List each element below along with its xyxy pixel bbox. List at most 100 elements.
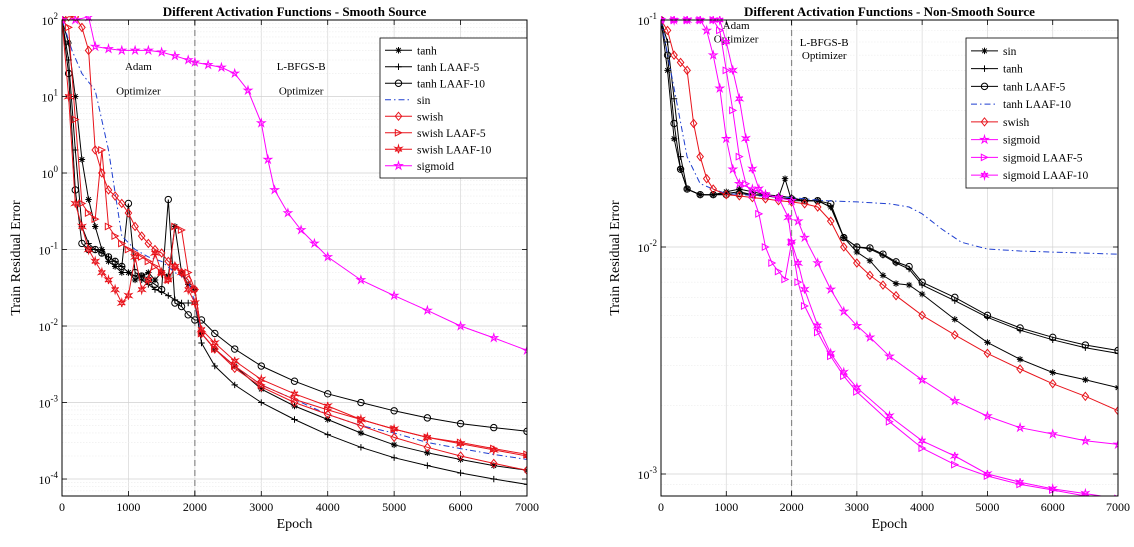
data-point-marker <box>683 16 693 25</box>
x-tick-label: 5000 <box>382 500 406 514</box>
legend-item: tanh LAAF-10 <box>385 78 485 90</box>
data-point-marker <box>840 233 848 242</box>
annotation-text: Adam <box>125 61 152 73</box>
data-point-marker <box>103 274 114 285</box>
data-point-marker <box>488 332 500 343</box>
data-point-marker <box>1048 378 1057 389</box>
data-point-marker <box>390 441 398 449</box>
data-point-marker <box>670 50 678 60</box>
data-point-marker <box>918 444 927 453</box>
data-point-marker <box>722 66 731 75</box>
annotation-text: Optimizer <box>279 85 324 97</box>
y-tick-base: 10 <box>39 397 51 411</box>
data-point-marker <box>104 253 113 261</box>
data-point-marker <box>421 304 433 316</box>
series-group <box>62 16 527 488</box>
x-tick-label: 3000 <box>845 500 869 514</box>
data-point-marker <box>69 16 81 25</box>
data-point-marker <box>202 59 214 70</box>
x-tick-label: 5000 <box>975 500 999 514</box>
y-axis-label: Train Residual Error <box>608 200 623 316</box>
y-tick-exponent: -2 <box>650 238 658 248</box>
data-point-marker <box>308 237 320 249</box>
data-point-marker <box>707 49 719 60</box>
legend-label: sigmoid <box>1003 135 1040 147</box>
data-point-marker <box>76 220 88 231</box>
y-tick-exponent: -1 <box>650 11 658 21</box>
data-point-marker <box>390 454 398 461</box>
data-point-marker <box>151 276 159 284</box>
x-tick-label: 4000 <box>316 500 340 514</box>
data-point-marker <box>184 268 193 277</box>
data-point-marker <box>812 321 823 332</box>
legend-marker <box>394 128 403 137</box>
data-point-marker <box>198 339 205 347</box>
series-swish-laaf-10 <box>62 16 527 461</box>
data-point-marker <box>800 198 809 209</box>
data-point-marker <box>357 415 366 424</box>
data-point-marker <box>490 423 498 432</box>
data-point-marker <box>355 413 367 424</box>
data-point-marker <box>262 153 274 165</box>
data-point-marker <box>794 278 803 287</box>
data-point-marker <box>715 16 724 26</box>
legend-item: swish <box>971 117 1029 129</box>
data-point-marker <box>145 269 152 276</box>
data-point-marker <box>983 469 993 479</box>
series-group <box>661 16 1118 496</box>
data-point-marker <box>185 299 192 307</box>
data-point-marker <box>1081 341 1090 349</box>
data-point-marker <box>1049 369 1056 376</box>
legend-marker <box>394 79 403 87</box>
data-point-marker <box>390 432 398 443</box>
data-point-marker <box>92 223 99 230</box>
data-point-marker <box>866 244 874 252</box>
data-point-marker <box>258 399 265 406</box>
annotation-text: Optimizer <box>802 50 847 62</box>
data-point-marker <box>734 92 745 105</box>
data-point-marker <box>727 163 739 174</box>
data-point-marker <box>727 64 739 75</box>
data-point-marker <box>78 22 86 33</box>
legend-label: tanh LAAF-5 <box>417 62 480 74</box>
data-point-marker <box>256 373 267 384</box>
y-tick-label: 10-2 <box>39 317 59 334</box>
data-point-marker <box>720 132 732 144</box>
chart-title: Different Activation Functions - Smooth … <box>163 4 427 19</box>
data-point-marker <box>84 16 93 22</box>
data-point-marker <box>117 198 126 209</box>
data-point-marker <box>489 458 498 469</box>
y-tick-label: 10-3 <box>39 394 59 411</box>
series-line <box>62 16 527 351</box>
data-point-marker <box>177 302 186 311</box>
data-point-marker <box>694 16 704 25</box>
data-point-marker <box>1014 478 1026 489</box>
data-point-marker <box>78 199 87 208</box>
data-point-marker <box>164 195 172 204</box>
data-point-marker <box>1081 391 1090 402</box>
data-point-marker <box>157 285 166 294</box>
legend-marker <box>980 117 989 127</box>
data-point-marker <box>124 208 133 218</box>
data-point-marker <box>839 242 848 252</box>
data-point-marker <box>189 297 200 309</box>
series-line <box>62 19 527 457</box>
data-point-marker <box>740 132 751 143</box>
legend-label: tanh LAAF-10 <box>1003 99 1071 111</box>
data-point-marker <box>892 280 900 287</box>
data-point-marker <box>689 118 698 129</box>
data-point-marker <box>748 190 757 199</box>
data-point-marker <box>171 222 180 231</box>
data-point-marker <box>786 194 798 206</box>
data-point-marker <box>663 25 672 36</box>
data-point-marker <box>799 283 810 294</box>
data-point-marker <box>676 165 685 173</box>
data-point-marker <box>747 163 758 174</box>
data-point-marker <box>171 299 179 307</box>
data-point-marker <box>735 152 744 161</box>
data-point-marker <box>156 46 168 57</box>
series-line <box>661 19 1118 445</box>
data-point-marker <box>110 283 121 296</box>
data-point-marker <box>729 106 738 115</box>
